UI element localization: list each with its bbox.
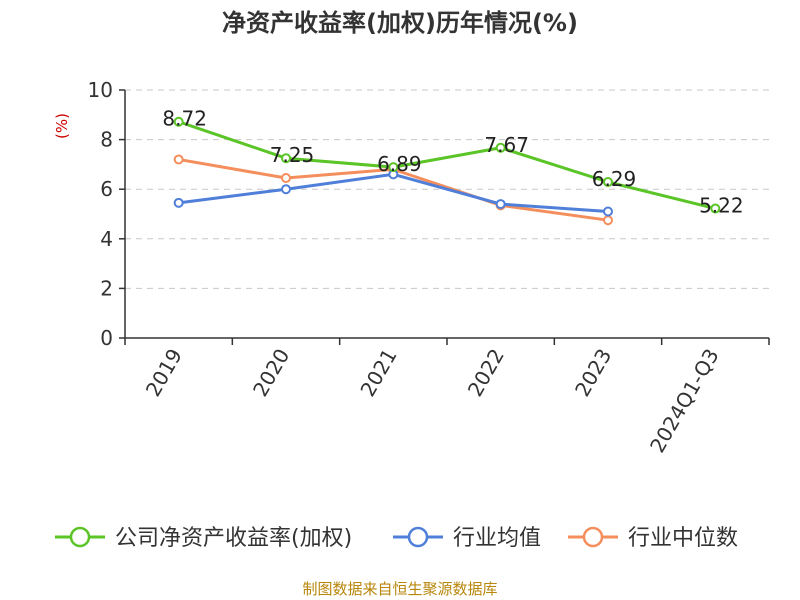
legend-item[interactable]: 行业均值 (393, 526, 541, 551)
data-point (710, 203, 721, 214)
data-point (281, 173, 291, 184)
legend-item[interactable]: 行业中位数 (568, 526, 738, 551)
x-tick-label: 2024Q1-Q3 (645, 345, 724, 457)
data-point (495, 142, 506, 153)
y-tick-label: 4 (100, 227, 113, 251)
legend[interactable]: 公司净资产收益率(加权) 行业均值 行业中位数 (55, 526, 738, 551)
y-tick-label: 6 (100, 177, 113, 201)
data-point (173, 116, 184, 127)
data-label: 6.89 (377, 152, 422, 176)
data-label: 5.22 (699, 194, 744, 218)
data-point (281, 184, 291, 195)
source-note: 制图数据来自恒生聚源数据库 (302, 580, 497, 598)
data-point (495, 199, 506, 210)
data-point (173, 154, 184, 165)
axes: 0 2 4 6 8 10 2019 2020 2021 2022 2023 2024Q1-Q3 (88, 78, 770, 457)
x-tick-label: 2023 (570, 345, 616, 401)
y-tick-label: 8 (100, 128, 113, 152)
legend-marker-icon (582, 526, 604, 548)
chart-title: 净资产收益率(加权)历年情况(%) (222, 9, 578, 37)
series-line (178, 120, 716, 211)
data-label: 7.25 (270, 143, 315, 167)
x-tick-label: 2020 (248, 345, 294, 401)
y-tick-label: 2 (100, 276, 113, 300)
y-tick-label: 0 (100, 326, 113, 350)
y-tick-label: 10 (88, 78, 113, 102)
x-tick-label: 2019 (141, 345, 187, 401)
data-point (603, 177, 613, 188)
series-group (173, 116, 721, 226)
legend-item[interactable]: 公司净资产收益率(加权) (55, 526, 352, 551)
legend-label: 公司净资产收益率(加权) (115, 526, 352, 551)
data-point (603, 206, 613, 217)
legend-marker-icon (69, 526, 91, 548)
x-tick-label: 2021 (355, 345, 401, 401)
data-label: 6.29 (592, 167, 637, 191)
data-labels: 8.72 7.25 6.89 7.67 6.29 5.22 (162, 107, 743, 218)
y-axis-unit: (%) (53, 113, 71, 139)
data-label: 8.72 (162, 107, 207, 131)
legend-marker-icon (407, 526, 429, 548)
data-point (388, 162, 399, 173)
x-tick-label: 2022 (463, 345, 509, 401)
data-point (281, 153, 291, 164)
series-line (178, 172, 609, 214)
legend-label: 行业均值 (453, 526, 541, 551)
data-point (173, 197, 184, 208)
data-point (603, 215, 613, 226)
data-label: 7.67 (484, 133, 529, 157)
legend-label: 行业中位数 (628, 526, 738, 551)
